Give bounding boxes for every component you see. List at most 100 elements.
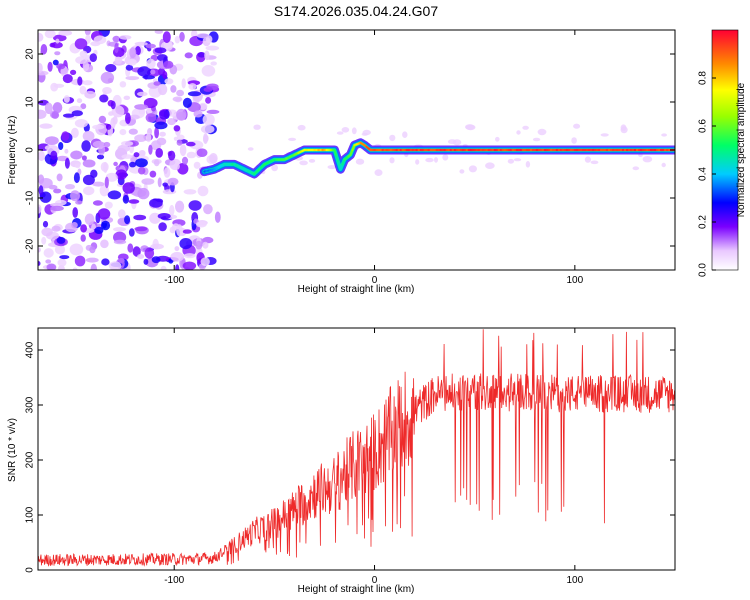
noise-blob xyxy=(85,257,99,263)
colorbar: 0.0 0.2 0.4 0.6 0.8 Normalized spectral ampl… xyxy=(698,29,747,277)
noise-blob xyxy=(72,207,78,218)
noise-blob xyxy=(168,150,176,161)
noise-blob xyxy=(196,33,209,39)
noise-blob xyxy=(308,159,316,163)
noise-blob xyxy=(149,170,157,178)
noise-blob xyxy=(434,157,438,163)
noise-blob xyxy=(182,261,197,270)
noise-blob xyxy=(170,251,184,262)
y-tick-label: 200 xyxy=(25,451,36,468)
noise-blob xyxy=(271,164,278,172)
noise-blob xyxy=(143,258,149,265)
noise-blob xyxy=(159,131,166,137)
noise-blob xyxy=(195,240,203,250)
colorbar-gradient xyxy=(711,29,739,271)
noise-blob xyxy=(137,187,150,200)
colorbar-tick-label: 0.0 xyxy=(698,263,709,277)
noise-blob xyxy=(39,191,52,203)
noise-blob xyxy=(174,246,180,252)
noise-blob xyxy=(119,129,127,136)
noise-blob xyxy=(127,243,134,253)
noise-blob xyxy=(56,173,63,182)
y-tick-label: -20 xyxy=(25,238,36,253)
noise-blob xyxy=(119,35,132,40)
noise-blob xyxy=(661,133,667,137)
noise-blob xyxy=(374,169,383,177)
noise-blob xyxy=(173,125,181,132)
noise-blob xyxy=(186,141,196,147)
noise-blob xyxy=(145,113,157,123)
noise-blob xyxy=(425,157,434,163)
noise-blob xyxy=(181,78,186,89)
noise-blob xyxy=(187,91,202,97)
noise-blob xyxy=(571,137,577,144)
noise-blob xyxy=(74,119,88,128)
noise-blob xyxy=(495,136,500,142)
noise-blob xyxy=(620,124,627,131)
noise-blob xyxy=(452,139,462,146)
snr-axes: -100 0 100 0 100 200 300 400 xyxy=(25,328,675,586)
noise-blob xyxy=(507,158,515,164)
noise-blob xyxy=(632,166,640,171)
noise-blob xyxy=(141,178,155,185)
noise-blob xyxy=(525,161,531,168)
noise-blob xyxy=(200,124,215,134)
noise-blob xyxy=(119,81,127,88)
noise-blob xyxy=(415,159,420,165)
noise-blob xyxy=(516,130,521,135)
noise-blob xyxy=(135,158,148,168)
noise-blob xyxy=(573,123,581,129)
noise-blob xyxy=(74,163,81,169)
noise-blob xyxy=(70,190,80,202)
noise-blob xyxy=(146,58,156,69)
noise-blob xyxy=(81,155,87,161)
noise-blob xyxy=(52,102,63,114)
noise-blob xyxy=(102,87,112,94)
noise-blob xyxy=(40,49,45,55)
noise-blob xyxy=(174,36,180,44)
noise-blob xyxy=(111,105,125,118)
noise-blob xyxy=(129,47,137,59)
noise-blob xyxy=(105,64,117,73)
noise-blob xyxy=(173,136,178,141)
noise-blob xyxy=(46,263,57,270)
x-tick-label: 100 xyxy=(566,575,583,586)
colorbar-tick-label: 0.4 xyxy=(698,167,709,181)
noise-blob xyxy=(115,169,128,180)
noise-blob xyxy=(74,255,86,267)
y-tick-label: -10 xyxy=(25,190,36,205)
noise-blob xyxy=(38,150,45,162)
y-tick-label: 100 xyxy=(25,506,36,523)
noise-blob xyxy=(45,136,59,146)
noise-blob xyxy=(92,124,105,130)
noise-blob xyxy=(154,47,167,54)
noise-blob xyxy=(128,199,140,204)
noise-blob xyxy=(153,81,161,86)
noise-blob xyxy=(193,110,203,118)
noise-blob xyxy=(127,58,137,66)
noise-blob xyxy=(442,154,449,161)
noise-blob xyxy=(134,104,149,110)
noise-blob xyxy=(97,208,111,220)
noise-blob xyxy=(175,200,185,213)
noise-blob xyxy=(144,247,155,259)
noise-blob xyxy=(158,222,167,232)
noise-blob xyxy=(84,213,95,226)
noise-blob xyxy=(58,142,64,150)
noise-blob xyxy=(77,76,83,86)
noise-blob xyxy=(150,69,156,75)
noise-blob xyxy=(69,243,84,256)
noise-blob xyxy=(522,125,529,130)
noise-blob xyxy=(193,161,201,169)
noise-blob xyxy=(125,112,131,125)
noise-blob xyxy=(167,177,179,186)
x-tick-label: 0 xyxy=(372,275,378,286)
noise-blob xyxy=(38,62,43,74)
noise-blob xyxy=(153,159,160,167)
noise-blob xyxy=(59,255,70,260)
noise-blob xyxy=(73,172,80,184)
noise-blob xyxy=(169,204,175,216)
noise-blob xyxy=(148,144,153,155)
colorbar-label: Normalized spectral amplitude xyxy=(736,82,747,217)
